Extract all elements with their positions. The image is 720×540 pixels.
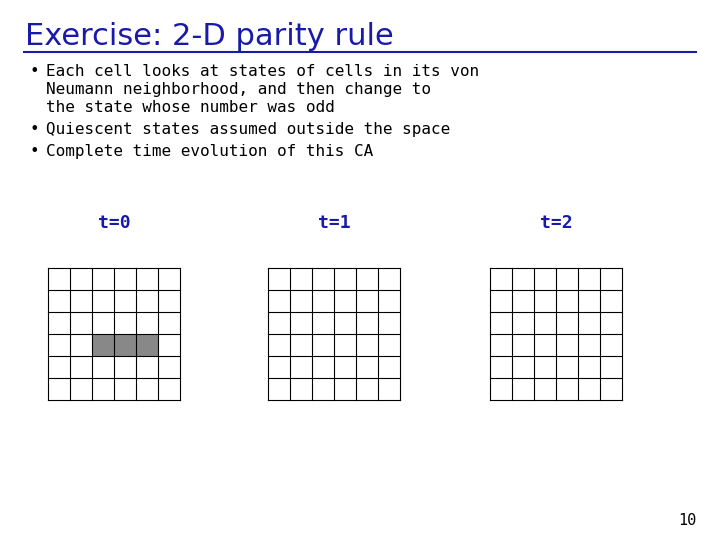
Text: •: •	[30, 144, 40, 159]
Text: t=1: t=1	[318, 214, 351, 232]
Text: t=0: t=0	[98, 214, 130, 232]
Text: 10: 10	[678, 513, 696, 528]
Bar	[136, 334, 158, 356]
Text: the state whose number was odd: the state whose number was odd	[46, 100, 335, 115]
Bar	[114, 334, 136, 356]
Text: Complete time evolution of this CA: Complete time evolution of this CA	[46, 144, 373, 159]
Text: Exercise: 2-D parity rule: Exercise: 2-D parity rule	[25, 22, 394, 51]
Text: Each cell looks at states of cells in its von: Each cell looks at states of cells in it…	[46, 64, 479, 79]
Bar	[114, 334, 136, 356]
Text: •: •	[30, 122, 40, 137]
Bar	[268, 268, 400, 400]
Text: •: •	[30, 64, 40, 79]
Bar	[48, 268, 180, 400]
Bar	[490, 268, 622, 400]
Bar	[136, 334, 158, 356]
Text: Quiescent states assumed outside the space: Quiescent states assumed outside the spa…	[46, 122, 450, 137]
Text: Neumann neighborhood, and then change to: Neumann neighborhood, and then change to	[46, 82, 431, 97]
Bar	[92, 334, 114, 356]
Bar	[92, 334, 114, 356]
Text: t=2: t=2	[540, 214, 572, 232]
